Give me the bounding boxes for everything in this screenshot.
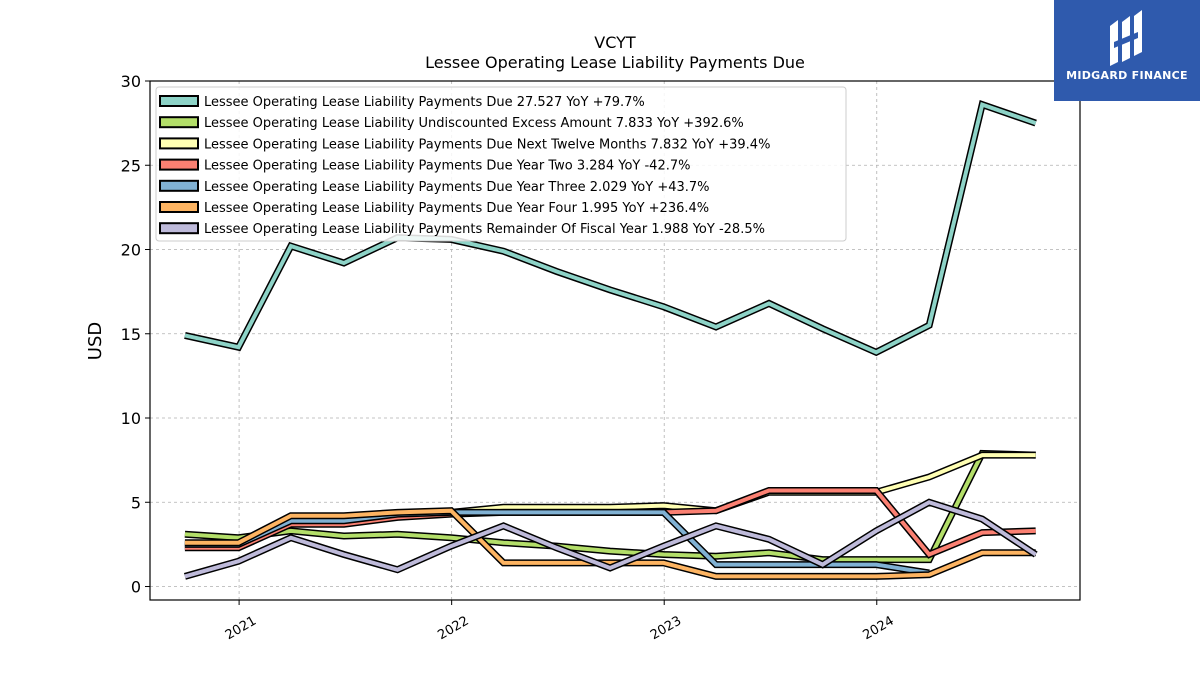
series-line (184, 101, 1037, 355)
legend-swatch (159, 95, 199, 107)
plot-frame (149, 80, 1081, 601)
series-group (183, 100, 1038, 580)
legend-entry: Lessee Operating Lease Liability Payment… (204, 95, 645, 110)
y-tick-label: 20 (121, 241, 141, 260)
x-tick-label: 2021 (223, 614, 259, 644)
series-line (184, 510, 930, 575)
series-line (184, 500, 1037, 579)
watermark-text: MIDGARD FINANCE (1066, 69, 1188, 82)
logo-mark-icon (1110, 10, 1142, 66)
legend-entry: Lessee Operating Lease Liability Payment… (204, 201, 709, 216)
y-tick-label: 10 (121, 409, 141, 428)
legend-entry: Lessee Operating Lease Liability Payment… (204, 222, 765, 237)
x-tick-label: 2022 (435, 614, 471, 644)
x-tick-label: 2023 (648, 614, 684, 644)
y-tick-label: 5 (131, 493, 141, 512)
series-line (184, 451, 1036, 562)
x-tick-label: 2024 (861, 614, 897, 644)
legend-swatch (159, 116, 199, 129)
legend-entry: Lessee Operating Lease Liability Undisco… (204, 116, 744, 131)
series-line (184, 508, 1036, 579)
y-axis-label: USD (85, 322, 106, 360)
legend-box (155, 86, 847, 242)
y-tick-label: 15 (121, 325, 141, 344)
chart-subtitle: Lessee Operating Lease Liability Payment… (425, 53, 805, 72)
legend-entry: Lessee Operating Lease Liability Payment… (204, 159, 690, 174)
legend-swatch (159, 137, 199, 150)
legend-entry: Lessee Operating Lease Liability Payment… (204, 137, 770, 152)
chart-title: VCYT (594, 33, 636, 52)
y-tick-label: 25 (121, 156, 141, 175)
legend-swatch (159, 179, 199, 192)
legend-swatch (159, 201, 199, 213)
legend-entry: Lessee Operating Lease Liability Payment… (204, 180, 710, 195)
legend-swatch (159, 158, 199, 171)
y-tick-label: 30 (121, 72, 141, 91)
legend-swatch (159, 222, 199, 235)
brand-logo: MIDGARD FINANCE (1054, 0, 1200, 101)
y-tick-label: 0 (131, 578, 141, 597)
